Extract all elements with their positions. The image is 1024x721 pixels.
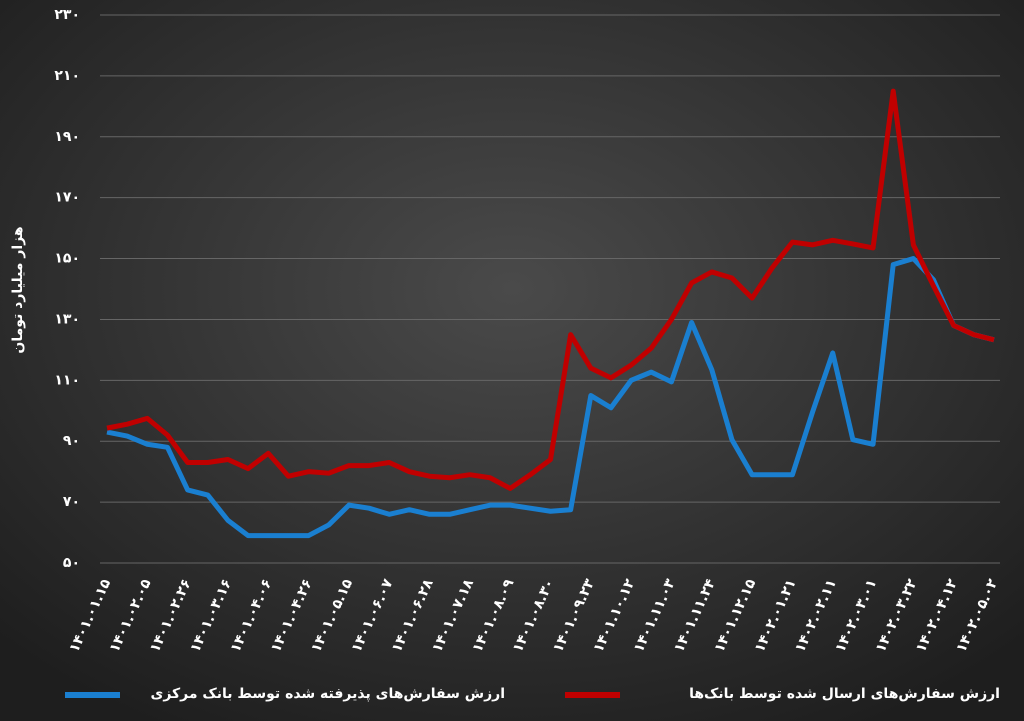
y-tick-label: ۷۰ — [63, 494, 80, 510]
y-tick-label: ۲۳۰ — [54, 7, 80, 23]
y-tick-label: ۵۰ — [63, 555, 80, 571]
y-tick-label: ۱۵۰ — [54, 251, 80, 267]
legend-label: ارزش سفارش‌های ارسال شده توسط بانک‌ها — [689, 686, 1000, 702]
y-tick-label: ۱۷۰ — [54, 190, 80, 206]
y-tick-label: ۱۳۰ — [54, 311, 80, 327]
y-tick-label: ۲۱۰ — [54, 68, 80, 84]
y-tick-label: ۹۰ — [63, 433, 80, 449]
line-series — [106, 88, 995, 491]
y-tick-label: ۱۱۰ — [54, 372, 80, 388]
y-tick-label: ۱۹۰ — [54, 129, 80, 145]
line-series — [106, 256, 995, 539]
y-axis-label: هزار میلیارد تومان — [10, 226, 26, 353]
legend-label: ارزش سفارش‌های پذیرفته شده توسط بانک مرک… — [150, 686, 505, 702]
